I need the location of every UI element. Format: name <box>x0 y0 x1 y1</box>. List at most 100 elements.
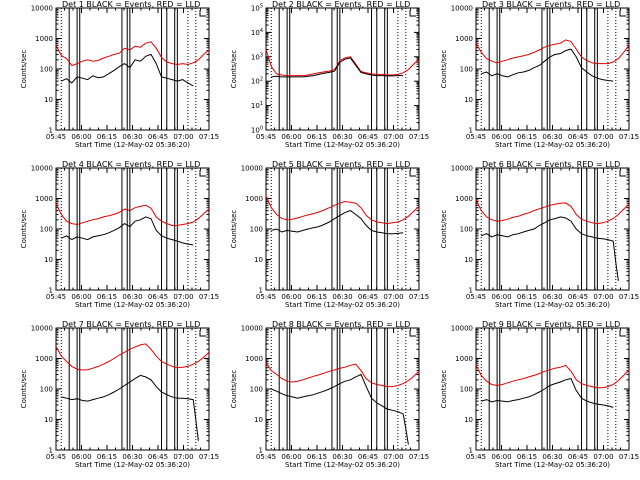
legend-marker <box>619 330 626 337</box>
panel-det-6: Det 6 BLACK = Events, RED = LLD 1 10 100 100… <box>440 160 639 309</box>
panel-det-5: Det 5 BLACK = Events, RED = LLD 1 10 100 100… <box>230 160 429 309</box>
y-axis-label: Counts/sec <box>440 210 448 249</box>
x-axis-label: Start Time (12-May-02 05:36:20) <box>75 301 190 309</box>
x-axis-label: Start Time (12-May-02 05:36:20) <box>285 301 400 309</box>
x-tick-label: 06:30 <box>542 293 562 301</box>
series-line-events <box>481 48 614 82</box>
x-tick-label: 06:00 <box>491 133 511 141</box>
y-tick-label: 1000 <box>35 35 53 43</box>
y-tick-label: 1000 <box>35 355 53 363</box>
x-tick-label: 07:00 <box>383 453 403 461</box>
plot-frame <box>475 167 630 291</box>
legend-marker <box>199 10 206 17</box>
panel-det-1: Det 1 BLACK = Events, RED = LLD 1 10 100 100… <box>20 0 219 149</box>
y-axis-label: Counts/sec <box>440 370 448 409</box>
y-tick-label: 1 <box>469 287 473 295</box>
y-axis-label: Counts/sec <box>20 370 28 409</box>
legend-marker <box>199 330 206 337</box>
x-tick-label: 06:45 <box>568 133 588 141</box>
y-tick-label: 1000 <box>245 355 263 363</box>
y-tick-label: 101 <box>251 101 263 110</box>
panel-title: Det 1 BLACK = Events, RED = LLD <box>62 0 200 9</box>
series-line-lld <box>55 41 210 67</box>
x-tick-label: 07:15 <box>199 293 219 301</box>
x-tick-label: 07:00 <box>593 133 613 141</box>
y-tick-label: 1 <box>259 287 263 295</box>
x-tick-label: 06:00 <box>281 453 301 461</box>
panel-det-4: Det 4 BLACK = Events, RED = LLD 1 10 100 100… <box>20 160 219 309</box>
y-tick-label: 1 <box>469 447 473 455</box>
y-tick-label: 10 <box>464 256 473 264</box>
x-tick-label: 07:15 <box>409 453 429 461</box>
series-line-lld <box>55 202 210 226</box>
x-tick-label: 06:00 <box>71 133 91 141</box>
y-tick-label: 10000 <box>241 165 263 173</box>
x-tick-label: 06:30 <box>122 293 142 301</box>
x-tick-label: 06:30 <box>542 133 562 141</box>
x-tick-label: 06:45 <box>568 453 588 461</box>
y-tick-label: 100 <box>460 66 473 74</box>
x-tick-label: 05:45 <box>256 453 276 461</box>
legend-marker <box>619 10 626 17</box>
y-tick-label: 104 <box>251 28 263 37</box>
series-line-events <box>481 216 619 281</box>
panel-title: Det 8 BLACK = Events, RED = LLD <box>272 320 410 329</box>
x-tick-label: 07:00 <box>593 293 613 301</box>
x-tick-label: 07:15 <box>619 453 639 461</box>
x-axis-label: Start Time (12-May-02 05:36:20) <box>495 461 610 469</box>
x-tick-label: 06:15 <box>97 453 117 461</box>
plot-frame <box>55 167 210 291</box>
x-tick-label: 05:45 <box>46 293 66 301</box>
x-tick-label: 06:00 <box>491 293 511 301</box>
panel-title: Det 9 BLACK = Events, RED = LLD <box>482 320 620 329</box>
legend-marker <box>409 330 416 337</box>
y-tick-label: 1000 <box>35 195 53 203</box>
series-line-lld <box>265 49 420 77</box>
panel-det-3: Det 3 BLACK = Events, RED = LLD 1 10 100 100… <box>440 0 639 149</box>
series-line-lld <box>55 343 210 371</box>
y-tick-label: 1000 <box>455 355 473 363</box>
x-tick-label: 07:00 <box>383 293 403 301</box>
x-tick-label: 05:45 <box>466 453 486 461</box>
x-tick-label: 06:00 <box>71 453 91 461</box>
x-tick-label: 06:30 <box>332 133 352 141</box>
x-tick-label: 07:00 <box>173 293 193 301</box>
y-tick-label: 10 <box>464 416 473 424</box>
x-tick-label: 07:15 <box>409 293 429 301</box>
series-line-events <box>271 373 409 445</box>
y-tick-label: 100 <box>460 386 473 394</box>
panel-title: Det 4 BLACK = Events, RED = LLD <box>62 160 200 169</box>
y-tick-label: 1000 <box>455 195 473 203</box>
y-tick-label: 10 <box>44 256 53 264</box>
x-axis-label: Start Time (12-May-02 05:36:20) <box>495 301 610 309</box>
x-tick-label: 06:00 <box>281 293 301 301</box>
y-tick-label: 100 <box>40 386 53 394</box>
panel-det-7: Det 7 BLACK = Events, RED = LLD 1 10 100 100… <box>20 320 219 469</box>
y-axis-label: Counts/sec <box>20 50 28 89</box>
y-tick-label: 1000 <box>245 195 263 203</box>
x-tick-label: 07:15 <box>619 133 639 141</box>
y-tick-label: 10000 <box>31 325 53 333</box>
panel-title: Det 7 BLACK = Events, RED = LLD <box>62 320 200 329</box>
y-tick-label: 1 <box>49 127 53 135</box>
series-line-events <box>271 57 404 78</box>
x-tick-label: 06:15 <box>97 133 117 141</box>
x-axis-label: Start Time (12-May-02 05:36:20) <box>75 461 190 469</box>
y-tick-label: 100 <box>251 126 263 135</box>
y-tick-label: 100 <box>250 386 263 394</box>
y-axis-label: Counts/sec <box>20 210 28 249</box>
plot-frame <box>55 327 210 451</box>
x-tick-label: 06:15 <box>307 133 327 141</box>
x-axis-label: Start Time (12-May-02 05:36:20) <box>285 461 400 469</box>
y-tick-label: 1 <box>49 287 53 295</box>
y-tick-label: 10 <box>44 96 53 104</box>
y-axis-label: Counts/sec <box>230 370 238 409</box>
series-line-events <box>61 374 199 441</box>
y-tick-label: 1 <box>49 447 53 455</box>
x-tick-label: 07:00 <box>173 453 193 461</box>
y-tick-label: 10 <box>254 416 263 424</box>
series-line-lld <box>475 199 630 225</box>
y-tick-label: 10 <box>464 96 473 104</box>
y-tick-label: 10000 <box>451 5 473 13</box>
plot-frame <box>265 7 420 131</box>
